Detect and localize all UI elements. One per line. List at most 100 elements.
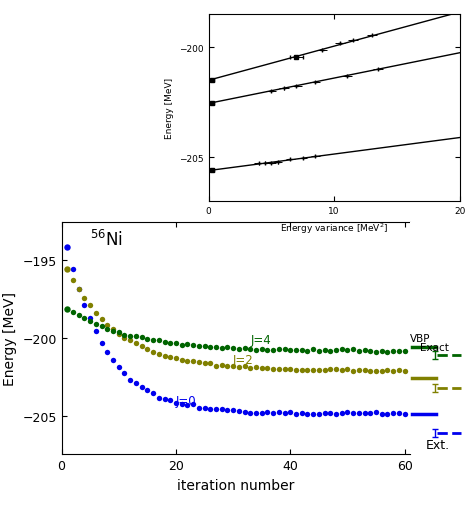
Point: [252, 363, 260, 371]
Point: [327, 409, 334, 417]
Point: [378, 367, 385, 375]
Point: [81, 302, 88, 310]
Point: [212, 405, 220, 413]
Point: [264, 408, 271, 416]
Point: [349, 367, 357, 375]
Point: [275, 409, 283, 417]
Point: [286, 409, 294, 417]
Point: [121, 331, 128, 339]
Point: [183, 358, 191, 366]
Text: Exact: Exact: [420, 342, 449, 352]
Point: [201, 342, 208, 350]
Point: [286, 366, 294, 374]
Point: [81, 314, 88, 322]
Point: [264, 364, 271, 372]
Point: [310, 345, 317, 353]
Point: [258, 365, 265, 373]
Point: [132, 332, 140, 340]
Point: [183, 340, 191, 348]
Point: [64, 265, 71, 273]
Point: [224, 363, 231, 371]
Point: [161, 395, 168, 403]
Point: [144, 335, 151, 343]
Point: [138, 383, 146, 391]
Point: [361, 346, 368, 355]
Point: [75, 311, 82, 319]
Y-axis label: Energy [MeV]: Energy [MeV]: [3, 291, 17, 385]
Point: [241, 408, 248, 416]
Point: [252, 346, 260, 355]
Point: [321, 366, 328, 374]
Point: [103, 322, 111, 330]
Point: [109, 326, 117, 334]
Point: [401, 347, 409, 356]
Point: [138, 342, 146, 350]
Point: [344, 366, 351, 374]
Point: [355, 347, 363, 356]
Point: [395, 409, 402, 417]
Point: [138, 334, 146, 342]
Point: [355, 366, 363, 374]
Point: [121, 334, 128, 342]
Point: [115, 328, 123, 336]
Point: [149, 336, 157, 344]
Point: [81, 294, 88, 302]
Point: [355, 409, 363, 417]
Point: [366, 347, 374, 356]
Point: [172, 355, 180, 363]
Point: [178, 341, 185, 349]
Point: [372, 367, 380, 375]
Point: [275, 345, 283, 353]
Point: [241, 362, 248, 370]
Point: [235, 408, 243, 416]
Point: [224, 407, 231, 415]
Point: [310, 367, 317, 375]
Point: [349, 345, 357, 353]
Point: [246, 345, 254, 353]
Point: [246, 409, 254, 417]
Point: [292, 367, 300, 375]
Point: [92, 320, 100, 328]
Point: [178, 400, 185, 409]
Point: [292, 346, 300, 355]
Point: [383, 367, 391, 375]
Point: [349, 409, 357, 417]
Point: [195, 404, 202, 412]
Point: [189, 358, 197, 366]
Point: [207, 360, 214, 368]
Point: [366, 368, 374, 376]
Point: [281, 345, 288, 353]
Point: [383, 411, 391, 419]
Point: [292, 411, 300, 419]
Point: [64, 244, 71, 252]
Point: [103, 348, 111, 357]
Point: [327, 366, 334, 374]
Point: [98, 315, 105, 323]
X-axis label: Energy variance [MeV$^2$]: Energy variance [MeV$^2$]: [280, 221, 388, 236]
Point: [389, 367, 397, 375]
Point: [201, 359, 208, 367]
Point: [109, 356, 117, 364]
Point: [144, 345, 151, 353]
Point: [229, 406, 237, 414]
Point: [315, 366, 323, 374]
Point: [235, 363, 243, 371]
Point: [378, 410, 385, 418]
Point: [69, 266, 77, 274]
Point: [127, 376, 134, 384]
Point: [207, 343, 214, 351]
Point: [229, 362, 237, 370]
Text: $^{56}$Ni: $^{56}$Ni: [90, 229, 123, 249]
Point: [344, 346, 351, 355]
Point: [98, 322, 105, 330]
Point: [115, 363, 123, 371]
Point: [310, 410, 317, 418]
Point: [304, 347, 311, 356]
Point: [212, 343, 220, 351]
Point: [161, 352, 168, 360]
Point: [75, 286, 82, 294]
Point: [127, 333, 134, 341]
Point: [195, 359, 202, 367]
Y-axis label: Energy [MeV]: Energy [MeV]: [164, 78, 173, 139]
Point: [315, 410, 323, 418]
